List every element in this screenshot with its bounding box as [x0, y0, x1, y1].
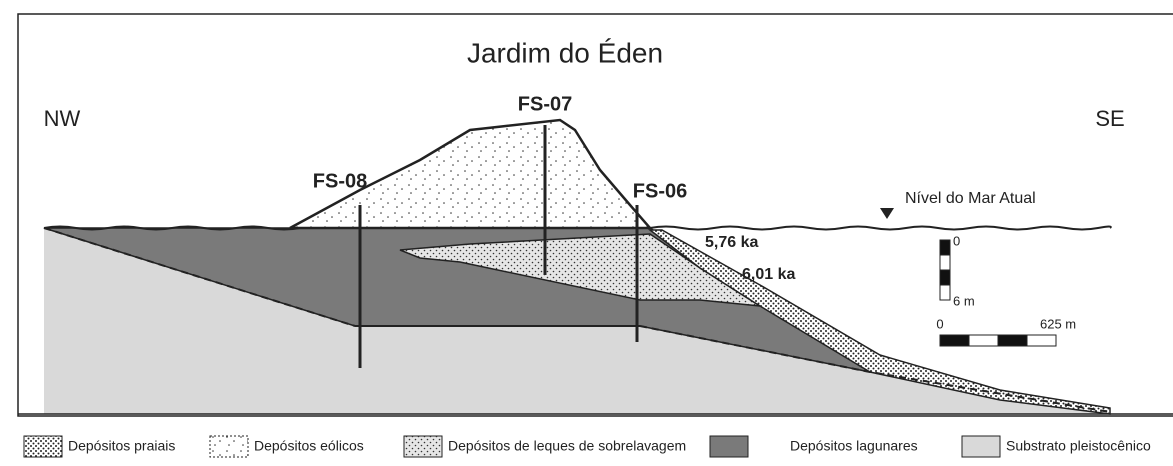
scale-label: 0 [936, 316, 943, 331]
title: Jardim do Éden [467, 37, 663, 68]
borehole-label: FS-07 [518, 93, 572, 115]
legend-swatch [24, 436, 62, 457]
legend-swatch [710, 436, 748, 457]
sea-level-label: Nível do Mar Atual [905, 190, 1036, 207]
orientation-right: SE [1095, 106, 1124, 131]
scale-label: 6 m [953, 293, 975, 308]
legend-label: Depósitos praiais [68, 438, 175, 454]
horizontal-scale [940, 335, 1056, 346]
legend-swatch [210, 436, 248, 457]
legend-label: Substrato pleistocênico [1006, 438, 1151, 454]
legend-label: Depósitos eólicos [254, 438, 364, 454]
age-label: 6,01 ka [742, 266, 795, 283]
borehole-label: FS-08 [313, 170, 367, 192]
scale-label: 0 [953, 233, 960, 248]
cross-section: Jardim do Éden NW SE FS-08 FS-07 FS-06 N… [0, 0, 1173, 466]
vertical-scale [940, 240, 950, 300]
age-label: 5,76 ka [705, 234, 758, 251]
legend-swatch [404, 436, 442, 457]
legend-label: Depósitos de leques de sobrelavagem [448, 438, 686, 454]
scale-label: 625 m [1040, 316, 1076, 331]
legend-label: Depósitos lagunares [790, 438, 918, 454]
orientation-left: NW [44, 106, 81, 131]
borehole-label: FS-06 [633, 180, 687, 202]
legend-swatch [962, 436, 1000, 457]
